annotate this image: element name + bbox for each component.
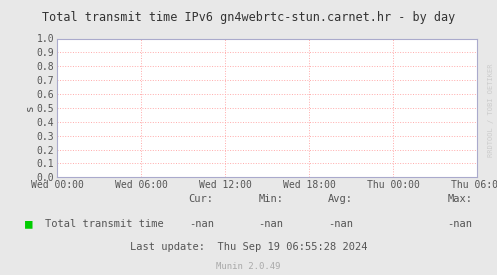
Text: Munin 2.0.49: Munin 2.0.49	[216, 262, 281, 271]
Text: Total transmit time IPv6 gn4webrtc-stun.carnet.hr - by day: Total transmit time IPv6 gn4webrtc-stun.…	[42, 11, 455, 24]
Text: Avg:: Avg:	[328, 194, 353, 204]
Text: -nan: -nan	[328, 219, 353, 229]
Text: Min:: Min:	[258, 194, 283, 204]
Text: -nan: -nan	[258, 219, 283, 229]
Text: Max:: Max:	[447, 194, 472, 204]
Text: -nan: -nan	[447, 219, 472, 229]
Text: ■: ■	[25, 218, 32, 231]
Y-axis label: s: s	[25, 104, 35, 111]
Text: Total transmit time: Total transmit time	[45, 219, 164, 229]
Text: Last update:  Thu Sep 19 06:55:28 2024: Last update: Thu Sep 19 06:55:28 2024	[130, 243, 367, 252]
Text: -nan: -nan	[189, 219, 214, 229]
Text: Cur:: Cur:	[189, 194, 214, 204]
Text: RRDTOOL / TOBI OETIKER: RRDTOOL / TOBI OETIKER	[488, 63, 494, 157]
